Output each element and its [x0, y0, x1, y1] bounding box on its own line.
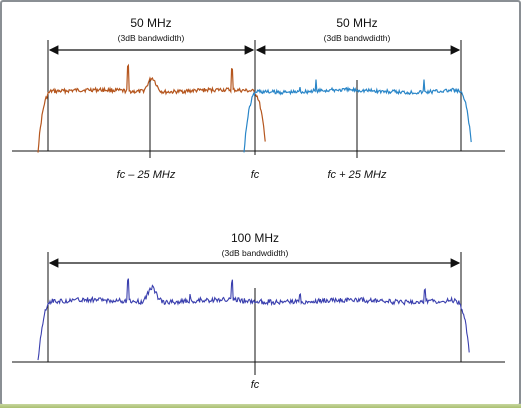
left-band-spectrum: [37, 63, 266, 153]
top-right-bandwidth-label: 50 MHz: [336, 16, 377, 30]
top-right-bandwidth-note: (3dB bandwdidth): [324, 33, 391, 43]
bottom-bandwidth-note: (3dB bandwdidth): [222, 248, 289, 258]
fc-top-label: fc: [251, 169, 260, 181]
fc-bottom-label: fc: [251, 379, 260, 391]
fc-plus-25-label: fc + 25 MHz: [328, 169, 387, 181]
fc-minus-25-label: fc – 25 MHz: [117, 169, 176, 181]
top-left-bandwidth-label: 50 MHz: [130, 16, 171, 30]
bottom-strip: [0, 404, 521, 408]
top-left-bandwidth-note: (3dB bandwdidth): [118, 33, 185, 43]
wide-band-spectrum: [37, 278, 470, 361]
bottom-bandwidth-label: 100 MHz: [231, 231, 279, 245]
right-band-spectrum: [243, 79, 472, 153]
